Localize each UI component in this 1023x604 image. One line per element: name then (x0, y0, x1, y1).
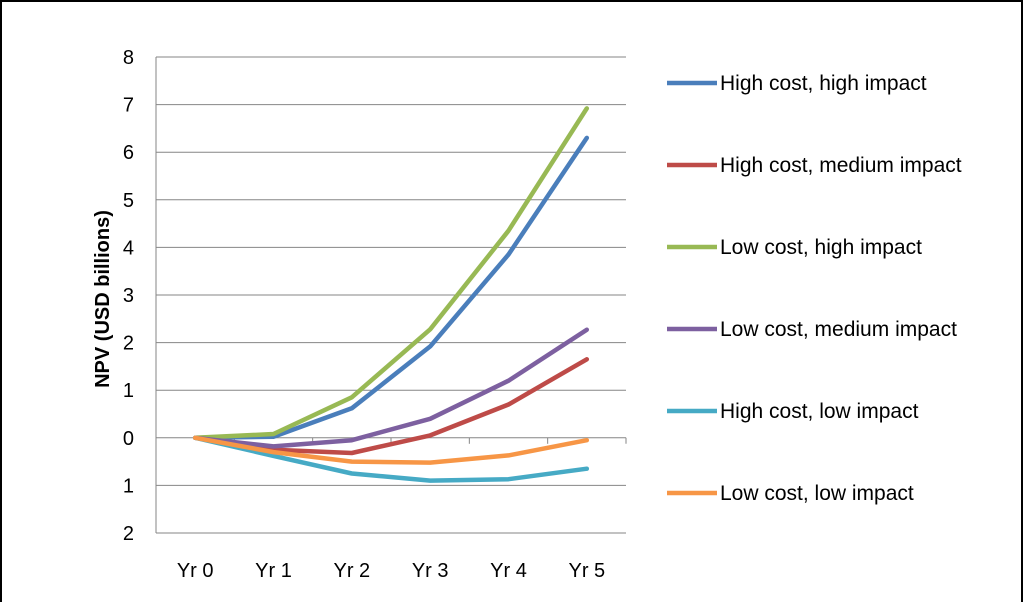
series-line (192, 106, 590, 441)
y-axis-label: NPV (USD billions) (92, 210, 114, 388)
legend-label: High cost, low impact (720, 400, 919, 423)
legend-item: Low cost, medium impact (667, 318, 957, 341)
legend-item: High cost, high impact (667, 72, 927, 95)
series-line (192, 135, 590, 441)
y-tick-label: 1 (123, 475, 134, 497)
y-tick-label: 1 (123, 380, 134, 402)
series-line (192, 435, 590, 465)
legend-label: High cost, high impact (720, 72, 927, 95)
legend-item: Low cost, high impact (667, 236, 922, 259)
legend-item: High cost, low impact (667, 400, 919, 423)
legend-label: Low cost, low impact (720, 482, 914, 505)
x-tick-label: Yr 0 (177, 560, 214, 582)
series-lines (192, 106, 590, 483)
y-tick-label: 4 (123, 237, 134, 259)
x-tick-label: Yr 5 (568, 560, 605, 582)
legend-label: High cost, medium impact (720, 154, 962, 177)
y-tick-label: 0 (123, 428, 134, 450)
y-tick-label: 2 (123, 523, 134, 545)
series-line (192, 435, 590, 483)
legend-item: High cost, medium impact (667, 154, 962, 177)
legend-label: Low cost, high impact (720, 236, 922, 259)
y-tick-label: 8 (123, 47, 134, 69)
legend: High cost, high impact High cost, medium … (667, 72, 962, 505)
x-tick-label: Yr 2 (333, 560, 370, 582)
legend-label: Low cost, medium impact (720, 318, 957, 341)
series-line (192, 327, 590, 449)
y-tick-label: 5 (123, 190, 134, 212)
y-tick-label: 6 (123, 142, 134, 164)
y-tick-label: 7 (123, 95, 134, 117)
gridlines (156, 56, 626, 534)
y-tick-label: 2 (123, 333, 134, 355)
x-tick-label: Yr 4 (490, 560, 527, 582)
legend-item: Low cost, low impact (667, 482, 914, 505)
y-tick-label: 3 (123, 285, 134, 307)
axes: 8 7 6 5 4 3 2 1 0 1 2 Yr 0 Yr 1 Yr 2 Yr 3 Yr 4 Yr 5 (123, 47, 627, 582)
x-tick-label: Yr 3 (412, 560, 449, 582)
x-tick-label: Yr 1 (255, 560, 292, 582)
